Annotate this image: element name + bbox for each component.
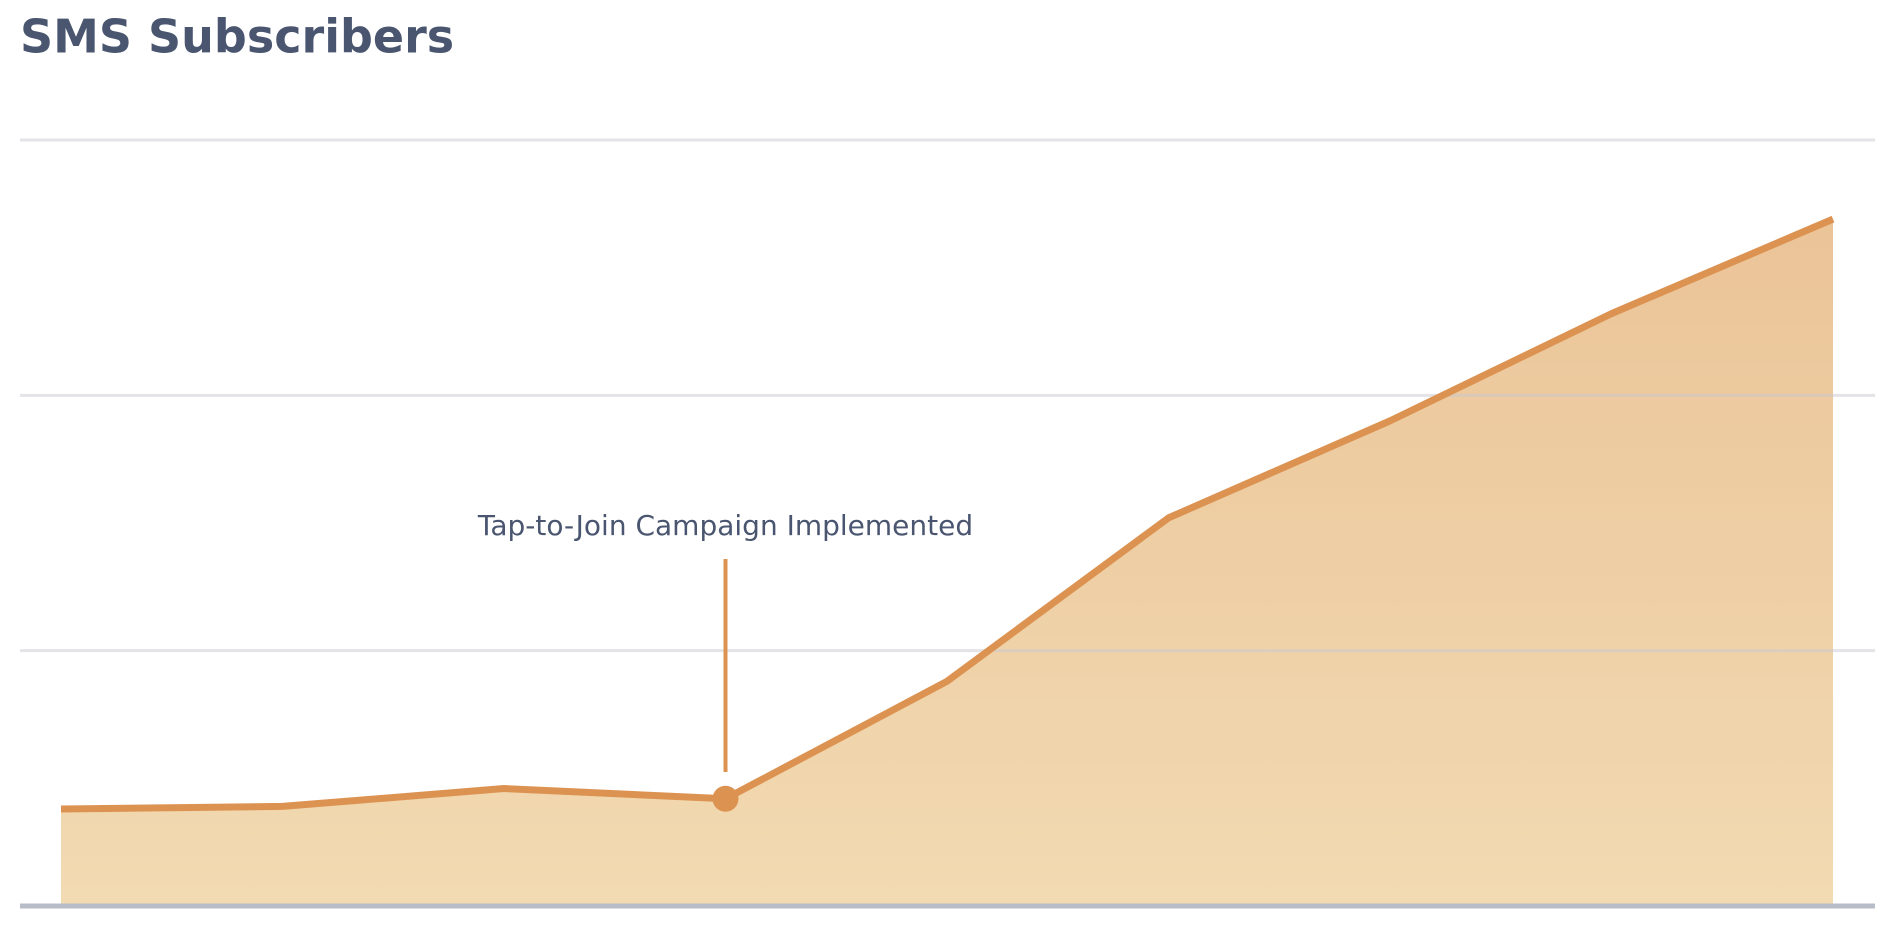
area-fill bbox=[61, 219, 1833, 907]
chart-title: SMS Subscribers bbox=[20, 10, 454, 64]
annotation-marker bbox=[712, 785, 739, 812]
annotation-text: Tap-to-Join Campaign Implemented bbox=[477, 509, 973, 542]
line bbox=[60, 215, 1835, 813]
